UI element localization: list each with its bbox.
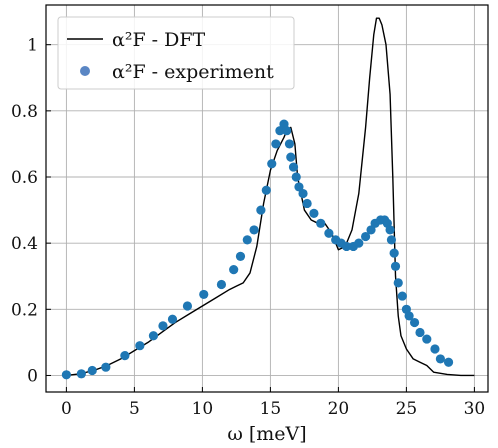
experiment-point bbox=[61, 370, 71, 380]
tick-labels: 0 5 10 15 20 25 30 0 0.2 0.4 0.6 0.8 1 bbox=[11, 36, 485, 419]
legend-label-experiment: α²F - experiment bbox=[112, 61, 274, 83]
experiment-point bbox=[87, 365, 97, 376]
experiment-point bbox=[390, 261, 401, 271]
experiment-point bbox=[182, 301, 193, 311]
experiment-point bbox=[267, 159, 277, 169]
experiment-point bbox=[354, 238, 364, 248]
legend-marker-swatch bbox=[80, 66, 90, 76]
experiment-point bbox=[443, 357, 454, 367]
experiment-point bbox=[282, 126, 292, 136]
experiment-point bbox=[275, 126, 285, 136]
experiment-point bbox=[120, 351, 130, 361]
experiment-point bbox=[386, 235, 397, 245]
experiment-point bbox=[298, 188, 308, 199]
experiment-point bbox=[309, 208, 319, 218]
x-tick-label: 15 bbox=[260, 399, 282, 419]
experiment-point bbox=[284, 139, 295, 149]
experiment-point bbox=[324, 228, 334, 238]
experiment-point bbox=[430, 344, 440, 354]
y-tick-label: 0.2 bbox=[11, 300, 38, 320]
experiment-point bbox=[288, 162, 299, 172]
x-tick-label: 10 bbox=[192, 399, 214, 419]
experiment-point bbox=[256, 205, 266, 215]
experiment-point bbox=[366, 225, 376, 235]
experiment-point bbox=[249, 225, 259, 235]
x-tick-label: 25 bbox=[396, 399, 418, 419]
experiment-point bbox=[76, 369, 86, 379]
y-tick-label: 1 bbox=[27, 36, 38, 56]
experiment-point bbox=[294, 182, 304, 192]
experiment-point bbox=[385, 225, 395, 235]
y-tick-label: 0.8 bbox=[11, 102, 38, 122]
experiment-point bbox=[101, 362, 111, 372]
experiment-point bbox=[302, 198, 312, 209]
experiment-point bbox=[422, 334, 432, 344]
experiment-point bbox=[242, 235, 252, 245]
experiment-point bbox=[341, 241, 352, 252]
x-tick-label: 30 bbox=[464, 399, 486, 419]
experiment-point bbox=[389, 248, 399, 258]
y-tick-label: 0.6 bbox=[11, 168, 38, 188]
plot-area bbox=[61, 17, 475, 380]
legend: α²F - DFT α²F - experiment bbox=[57, 16, 295, 90]
experiment-point bbox=[435, 354, 445, 364]
experiment-point bbox=[229, 265, 239, 275]
legend-box bbox=[57, 16, 295, 90]
x-tick-label: 5 bbox=[129, 399, 140, 419]
dft-series-line bbox=[66, 17, 475, 377]
experiment-point bbox=[286, 152, 296, 162]
experiment-point bbox=[271, 139, 281, 149]
experiment-point bbox=[148, 331, 159, 341]
experiment-point bbox=[409, 317, 420, 328]
experiment-point bbox=[158, 321, 168, 331]
experiment-point bbox=[393, 278, 403, 288]
y-tick-label: 0.4 bbox=[11, 234, 38, 254]
experiment-point bbox=[261, 185, 271, 195]
experiment-point bbox=[397, 291, 407, 301]
axis-ticks bbox=[46, 44, 475, 392]
x-tick-label: 20 bbox=[328, 399, 350, 419]
experiment-point bbox=[235, 251, 246, 261]
experiment-point bbox=[167, 314, 178, 324]
experiment-point bbox=[216, 279, 227, 290]
experiment-point bbox=[404, 311, 414, 321]
experiment-point bbox=[316, 218, 326, 228]
experiment-point bbox=[199, 289, 209, 300]
experiment-point bbox=[415, 327, 425, 338]
experiment-point bbox=[291, 172, 301, 182]
experiment-point bbox=[361, 231, 371, 242]
plot-frame bbox=[45, 4, 489, 393]
y-tick-label: 0 bbox=[27, 366, 38, 386]
x-axis-label: ω [meV] bbox=[227, 423, 306, 445]
legend-label-dft: α²F - DFT bbox=[112, 29, 206, 51]
x-tick-label: 0 bbox=[61, 399, 72, 419]
experiment-point bbox=[135, 341, 145, 351]
